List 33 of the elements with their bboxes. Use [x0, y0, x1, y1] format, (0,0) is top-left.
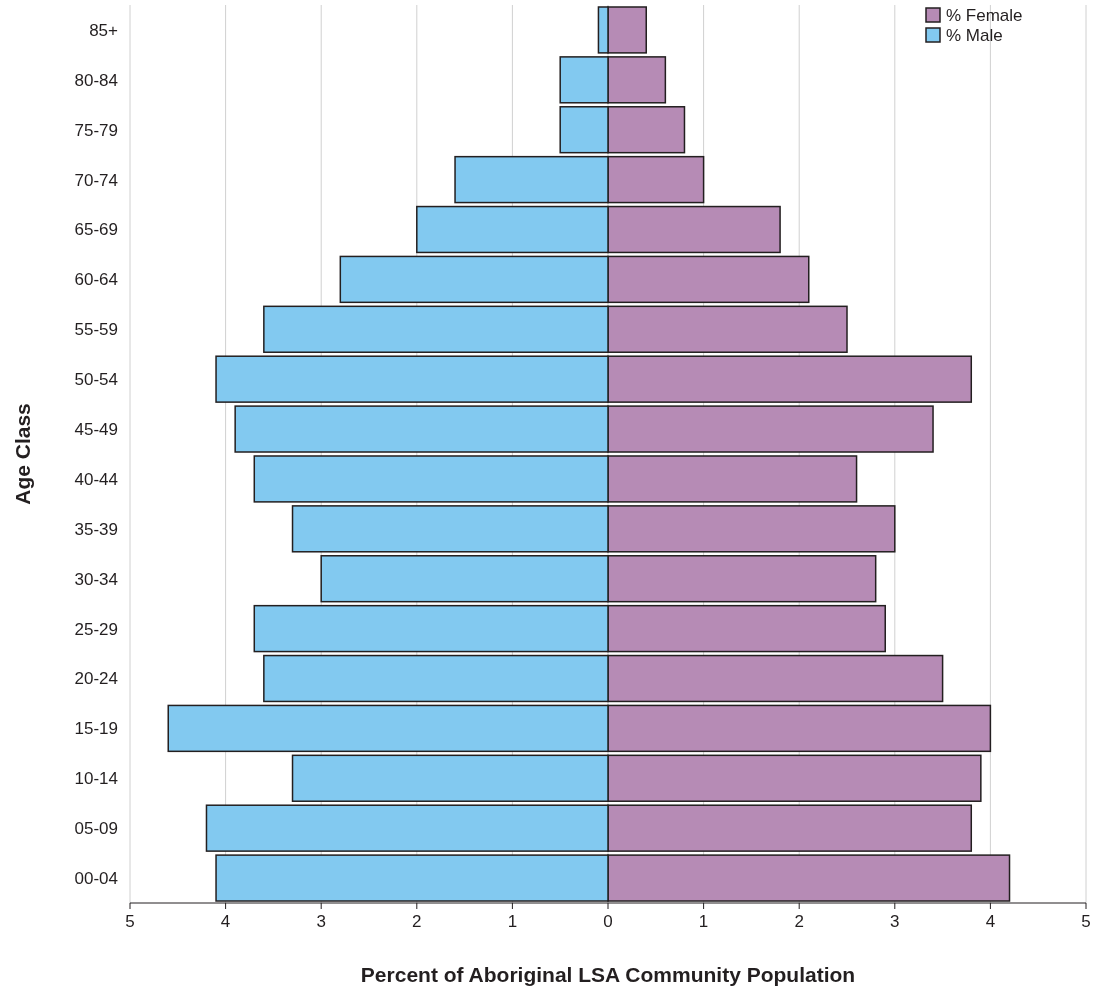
x-tick-label: 3 [890, 912, 900, 931]
y-tick-label: 00-04 [74, 869, 118, 889]
y-tick-label: 80-84 [74, 70, 118, 90]
y-tick-label: 50-54 [74, 370, 118, 390]
y-tick-label: 20-24 [74, 669, 118, 689]
x-axis-title: Percent of Aboriginal LSA Community Population [360, 963, 856, 986]
y-tick-label: 25-29 [74, 619, 118, 639]
y-tick-label: 60-64 [74, 270, 118, 290]
y-tick-label: 85+ [89, 20, 119, 40]
legend-label: % Male [946, 25, 1003, 45]
y-tick-label: 40-44 [74, 469, 118, 489]
y-tick-label: 75-79 [74, 120, 118, 140]
x-tick-label: 2 [794, 912, 804, 931]
x-tick-label: 5 [1081, 912, 1091, 931]
x-tick-label: 4 [220, 912, 231, 931]
x-tick-label: 0 [603, 912, 613, 931]
y-tick-label: 35-39 [74, 519, 118, 539]
y-tick-label: 10-14 [74, 769, 118, 789]
y-axis-title: Age Class [11, 403, 34, 505]
y-tick-label: 70-74 [74, 170, 118, 190]
x-tick-label: 4 [985, 912, 996, 931]
y-tick-label: 65-69 [74, 220, 118, 240]
x-tick-label: 1 [507, 912, 518, 931]
y-tick-label: 15-19 [74, 719, 118, 739]
x-tick-label: 2 [412, 912, 422, 931]
x-tick-label: 1 [698, 912, 709, 931]
x-tick-label: 3 [316, 912, 326, 931]
y-tick-label: 05-09 [74, 819, 118, 839]
y-tick-label: 55-59 [74, 320, 118, 340]
y-tick-label: 45-49 [74, 420, 118, 440]
legend-label: % Female [946, 5, 1023, 25]
y-tick-label: 30-34 [74, 569, 118, 589]
x-tick-label: 5 [125, 912, 135, 931]
